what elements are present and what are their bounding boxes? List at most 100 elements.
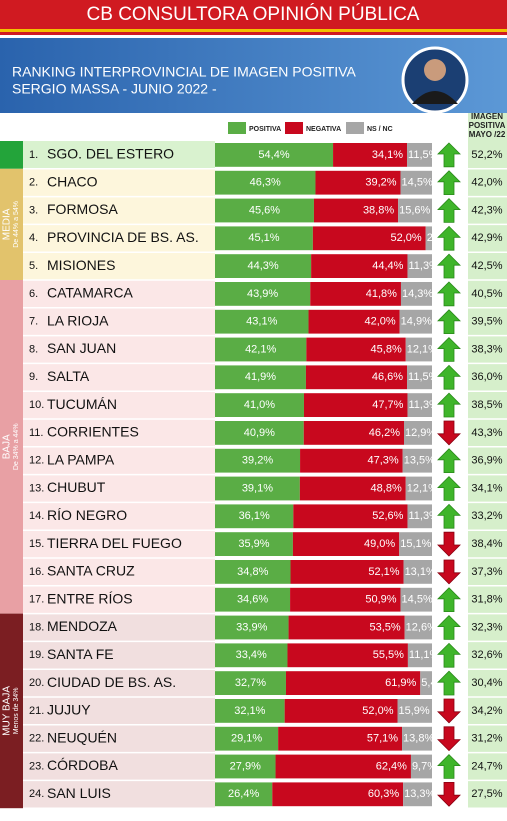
row-band	[23, 141, 215, 169]
bar-segment	[306, 337, 406, 362]
bar-segment	[313, 198, 399, 223]
bar-segment	[405, 476, 432, 501]
bar-segment	[292, 532, 400, 556]
trend-arrow	[437, 142, 461, 168]
trend-arrow	[437, 754, 461, 779]
trend-arrow	[437, 615, 461, 640]
value-label: 38,8%	[363, 204, 394, 216]
bar-segment	[407, 365, 432, 390]
rank: 18.	[29, 621, 44, 633]
category-label: TIERRA DEL FUEGO	[47, 535, 182, 551]
bar-segment	[402, 448, 432, 473]
value-label: 52,6%	[372, 510, 403, 522]
bar-segment	[215, 699, 285, 723]
value-label: 15,9%	[398, 705, 429, 717]
value-label: 41,0%	[244, 399, 275, 411]
value-label: 2,9	[427, 232, 442, 244]
rank: 15.	[29, 538, 44, 550]
previous-value: 42,5%	[471, 260, 502, 272]
bar-segment	[285, 671, 421, 695]
trend-arrow	[437, 698, 461, 724]
bar-segment	[215, 754, 276, 779]
rank: 16.	[29, 566, 44, 578]
previous-value: 27,5%	[471, 788, 502, 800]
category-label: CHUBUT	[47, 479, 106, 495]
value-label: 46,6%	[372, 371, 403, 383]
category-label: MISIONES	[47, 257, 115, 273]
value-label: 12,9%	[405, 427, 436, 439]
previous-value: 37,3%	[471, 566, 502, 578]
bar-segment	[399, 309, 432, 334]
trend-arrow	[437, 531, 461, 557]
value-label: 26,4%	[228, 788, 259, 800]
bar-segment	[215, 170, 316, 195]
value-label: 11,5%	[408, 149, 439, 161]
bar-segment	[333, 143, 408, 167]
group-note: De 44% a 54%	[13, 201, 20, 248]
category-label: LA RIOJA	[47, 312, 109, 328]
bar-segment	[215, 560, 291, 584]
legend-swatch	[346, 122, 364, 134]
value-label: 12,1%	[407, 482, 438, 494]
category-label: SAN JUAN	[47, 340, 116, 356]
rank: 5.	[29, 260, 38, 272]
bar-segment	[404, 421, 432, 445]
title-bar	[0, 0, 507, 29]
bar-segment	[407, 143, 432, 167]
previous-value: 34,1%	[471, 482, 502, 494]
trend-arrow	[437, 337, 461, 362]
category-label: LA PAMPA	[47, 451, 115, 467]
category-label: PROVINCIA DE BS. AS.	[47, 229, 199, 245]
bar-segment	[403, 782, 432, 807]
bar-segment	[215, 365, 306, 390]
rank: 21.	[29, 705, 44, 717]
trend-arrow	[437, 364, 461, 390]
trend-arrow	[437, 448, 461, 473]
previous-value: 33,2%	[471, 510, 502, 522]
category-label: RÍO NEGRO	[47, 507, 127, 523]
value-label: 34,1%	[372, 149, 403, 161]
trend-arrow	[437, 170, 461, 195]
category-label: SGO. DEL ESTERO	[47, 146, 174, 162]
rank: 11.	[29, 427, 43, 439]
bar-segment	[215, 143, 334, 167]
rank: 1.	[29, 149, 38, 161]
group-name: MEDIA	[2, 208, 13, 240]
group-strip	[0, 141, 23, 169]
previous-value: 52,2%	[471, 149, 502, 161]
value-label: 39,2%	[242, 455, 273, 467]
bar-segment	[312, 226, 426, 251]
rank: 4.	[29, 232, 38, 244]
bar-segment	[303, 393, 408, 417]
previous-header: IMAGEN	[471, 112, 503, 121]
value-label: 45,8%	[371, 343, 402, 355]
value-label: 44,4%	[372, 260, 403, 272]
value-label: 46,2%	[369, 427, 400, 439]
value-label: 14,5%	[402, 594, 433, 606]
category-label: TUCUMÁN	[47, 396, 117, 412]
previous-value: 38,4%	[471, 538, 502, 550]
trend-arrow	[437, 503, 461, 529]
previous-value: 43,3%	[471, 427, 502, 439]
bar-segment	[397, 699, 432, 723]
bar-segment	[405, 337, 432, 362]
value-label: 11,1%	[409, 649, 440, 661]
value-label: 33,4%	[236, 649, 267, 661]
bar-segment	[278, 726, 403, 751]
bar-segment	[275, 754, 411, 779]
rank: 23.	[29, 760, 44, 772]
previous-value: 31,2%	[471, 733, 502, 745]
value-label: 5,4	[421, 677, 436, 689]
chart-title: CB CONSULTORA OPINIÓN PÚBLICA	[87, 3, 420, 25]
value-label: 35,9%	[238, 538, 269, 550]
value-label: 39,2%	[365, 177, 396, 189]
category-label: NEUQUÉN	[47, 729, 117, 745]
rank: 22.	[29, 733, 44, 745]
category-label: CÓRDOBA	[47, 757, 118, 773]
bar-segment	[215, 393, 304, 417]
bar-segment	[403, 560, 432, 584]
value-label: 52,0%	[391, 232, 422, 244]
value-label: 61,9%	[385, 677, 416, 689]
rank: 19.	[29, 649, 44, 661]
